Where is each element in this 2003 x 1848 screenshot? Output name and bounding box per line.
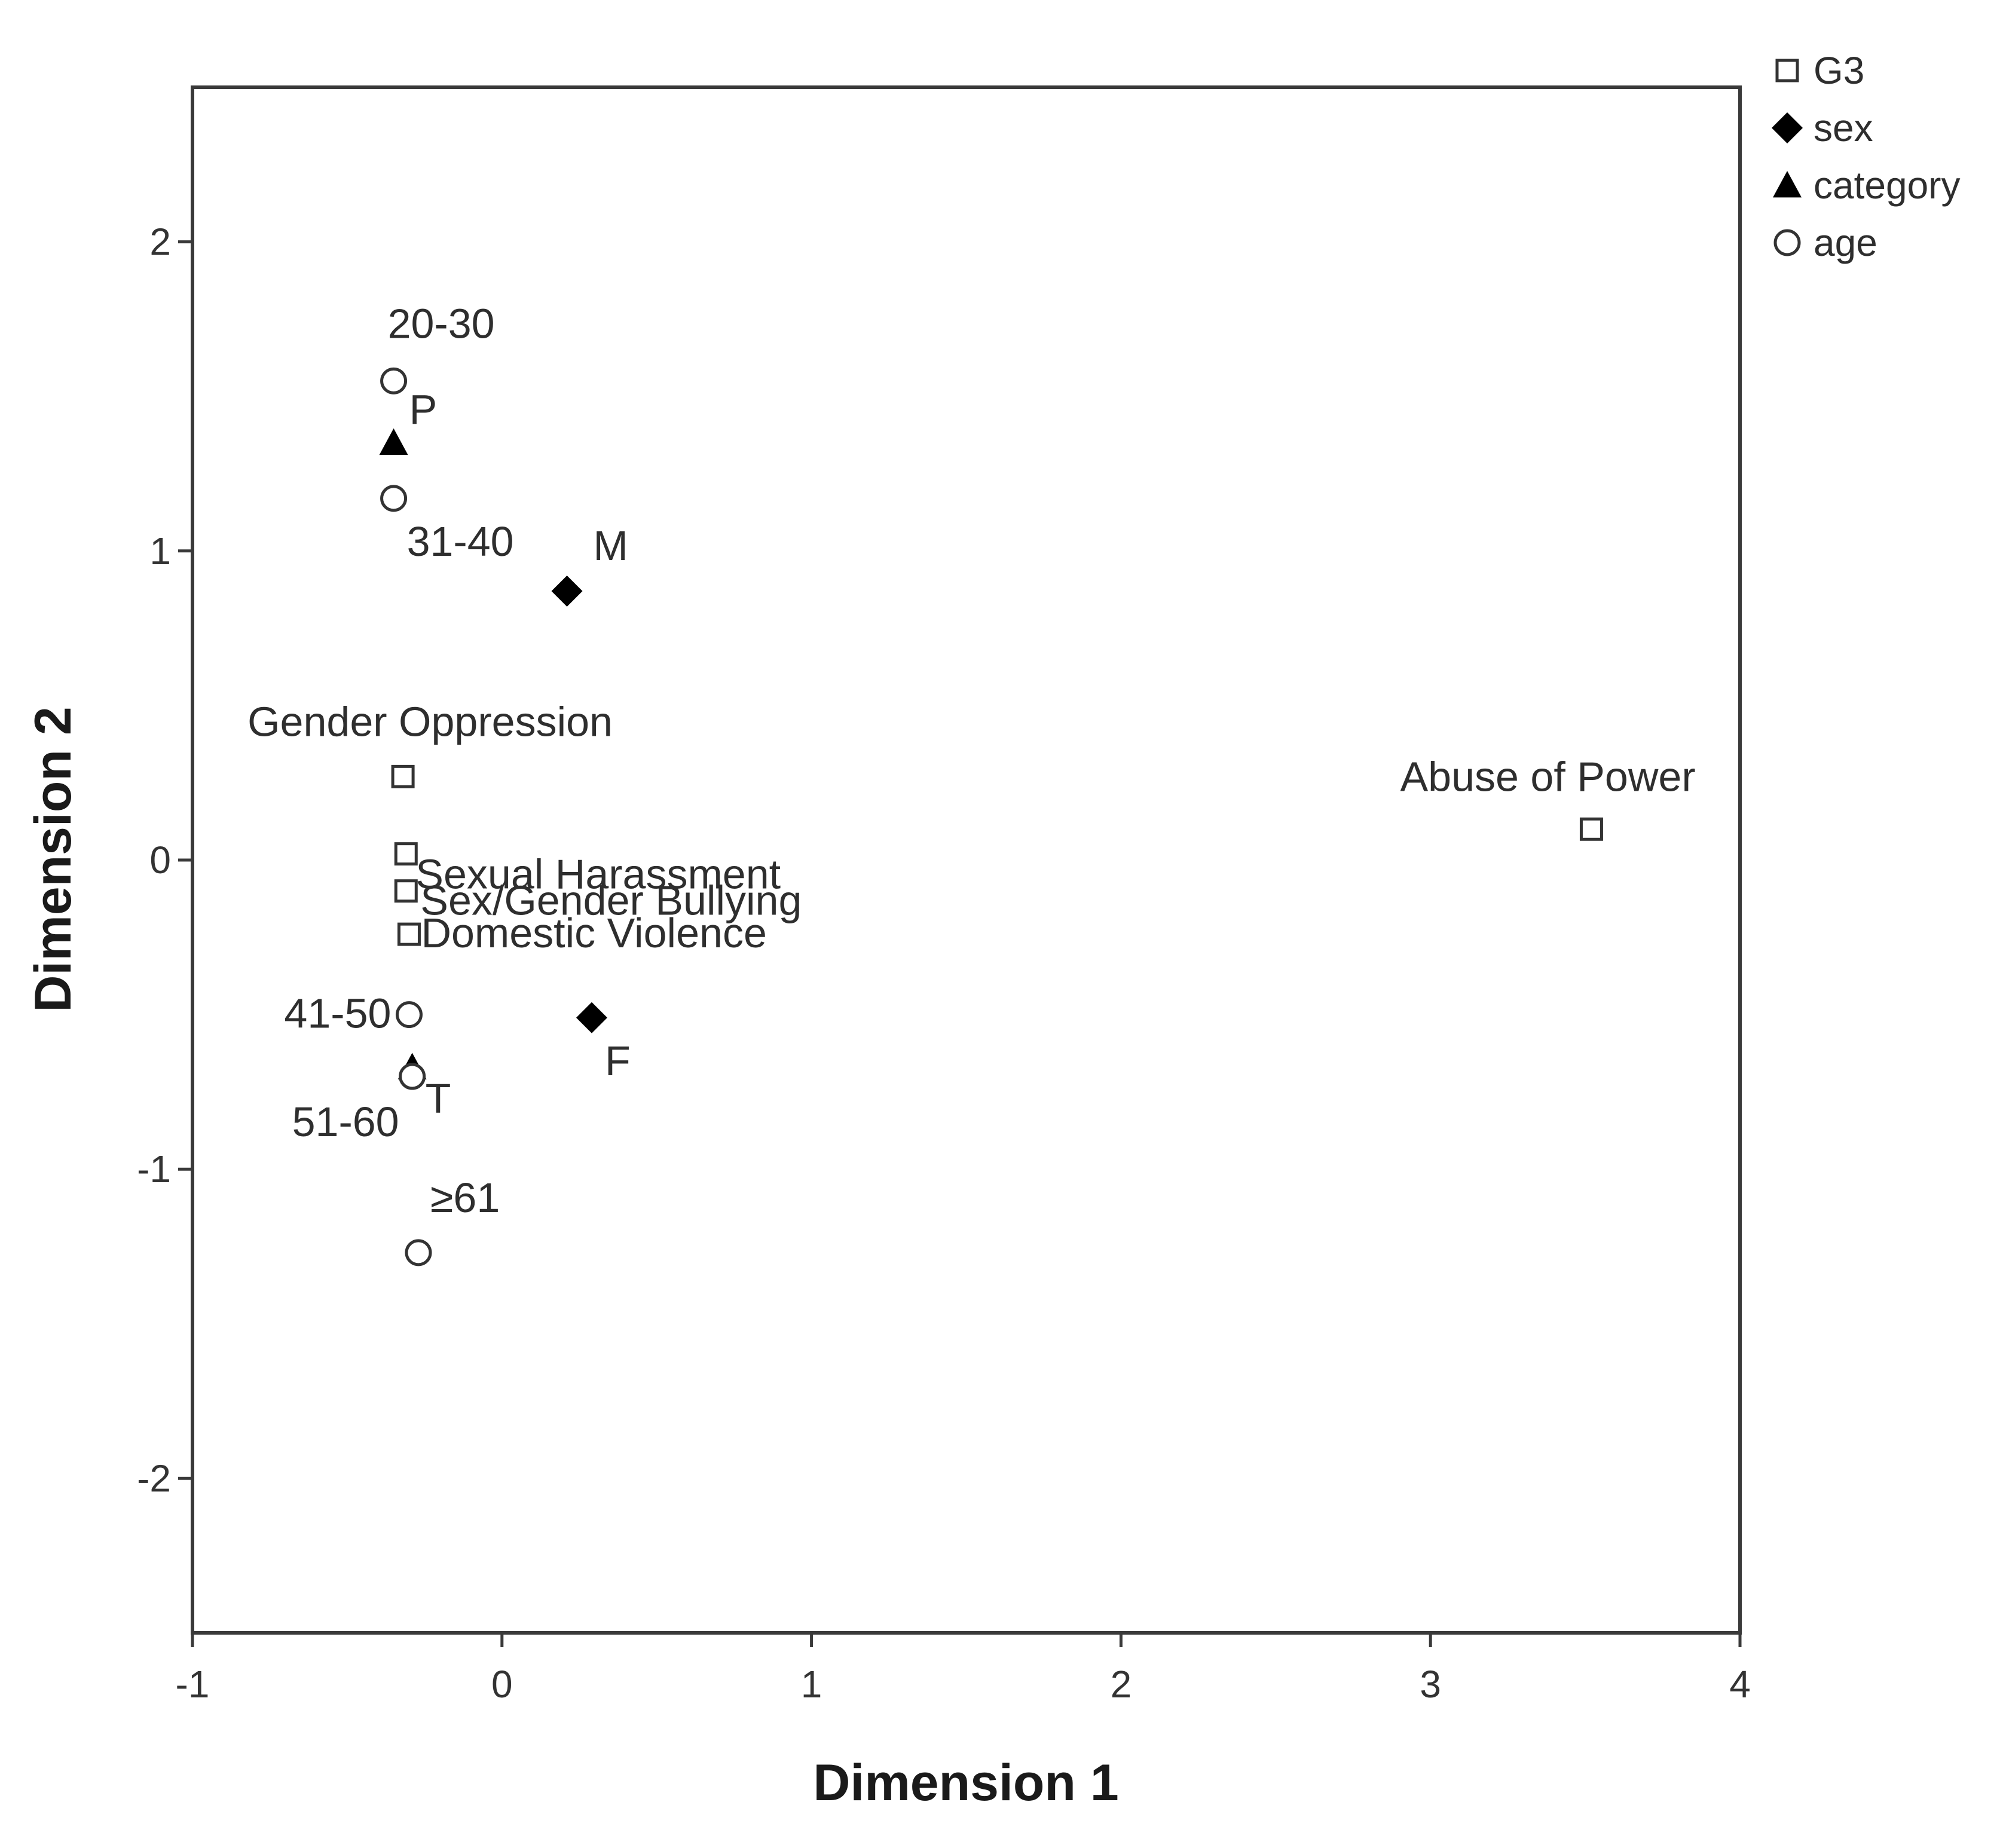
point-sex-marker (551, 576, 583, 607)
y-tick-label: 1 (149, 530, 171, 573)
legend-label: age (1814, 221, 1877, 264)
y-tick-label: -1 (137, 1148, 171, 1191)
data-points (379, 367, 1603, 1266)
x-tick-label: 0 (491, 1663, 513, 1706)
point-label: 51-60 (292, 1099, 399, 1145)
x-tick-label: 1 (801, 1663, 822, 1706)
point-age-marker (380, 485, 408, 512)
legend-label: sex (1814, 106, 1873, 149)
x-tick-label: 3 (1420, 1663, 1441, 1706)
point-G3-marker (397, 922, 421, 946)
point-age-marker (380, 367, 408, 394)
y-axis: 2 1 0 -1 -2 (137, 221, 192, 1500)
point-label: Sexual Harassment (415, 851, 781, 898)
y-tick-label: -2 (137, 1457, 171, 1500)
point-label: 41-50 (284, 990, 391, 1037)
point-label: 31-40 (407, 518, 514, 565)
x-tick-label: -1 (176, 1663, 210, 1706)
point-label: Domestic Violence (421, 910, 766, 956)
legend-G3-marker (1775, 59, 1799, 82)
point-G3-marker (394, 842, 418, 866)
point-category-marker (379, 428, 408, 455)
legend-label: G3 (1814, 49, 1864, 92)
x-tick-label: 4 (1729, 1663, 1751, 1706)
y-tick-label: 0 (149, 839, 171, 882)
y-axis-title: Dimension 2 (25, 706, 82, 1012)
legend-category-marker (1773, 171, 1802, 198)
point-age-marker (395, 1001, 423, 1029)
point-label: ≥61 (430, 1174, 500, 1221)
x-tick-label: 2 (1111, 1663, 1132, 1706)
point-age-marker (405, 1239, 432, 1266)
point-label: T (426, 1075, 451, 1122)
point-label: M (594, 522, 628, 569)
point-sex-marker (576, 1002, 607, 1033)
point-label: Sex/Gender Bullying (420, 877, 802, 924)
point-label: Gender Oppression (247, 698, 613, 745)
point-G3-marker (394, 879, 418, 903)
x-axis-title: Dimension 1 (813, 1754, 1118, 1812)
point-G3-marker (1579, 817, 1603, 841)
legend-sex-marker (1772, 112, 1803, 143)
x-axis: -1 0 1 2 3 4 (176, 1633, 1751, 1706)
point-labels: Gender Oppression Sexual HarassmentSex/Ge… (247, 300, 1696, 1221)
y-tick-label: 2 (149, 221, 171, 264)
legend: G3 sex category age (1772, 49, 1960, 264)
legend-label: category (1814, 164, 1960, 207)
point-G3-marker (391, 764, 415, 788)
point-label: Abuse of Power (1400, 753, 1695, 800)
point-age-marker (399, 1063, 426, 1090)
point-label: P (409, 386, 438, 433)
legend-age-marker (1773, 229, 1801, 256)
point-label: 20-30 (388, 300, 495, 347)
point-label: F (605, 1038, 631, 1084)
